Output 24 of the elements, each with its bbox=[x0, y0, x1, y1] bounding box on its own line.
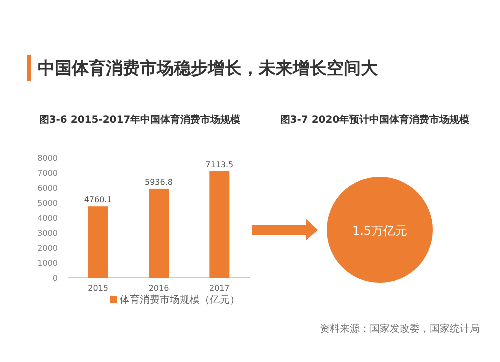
data-label: 5936.8 bbox=[145, 178, 173, 187]
data-label: 7113.5 bbox=[206, 160, 234, 170]
text: 图3-7 2020年预计中国体育消费市场规模 bbox=[280, 114, 471, 126]
y-tick-label: 4000 bbox=[38, 214, 58, 223]
text: 资料来源：国家发改委，国家统计局 bbox=[320, 323, 480, 335]
y-tick-label: 1000 bbox=[38, 259, 58, 268]
bar bbox=[210, 171, 230, 278]
y-tick-label: 3000 bbox=[38, 229, 58, 238]
y-tick-label: 8000 bbox=[38, 154, 58, 163]
y-tick-label: 5000 bbox=[38, 199, 58, 208]
y-tick-label: 0 bbox=[52, 274, 58, 283]
text: 中国体育消费市场稳步增长，未来增长空间大 bbox=[38, 58, 379, 79]
chart-title: 图3-6 2015-2017年中国体育消费市场规模 bbox=[39, 114, 242, 126]
y-tick-label: 7000 bbox=[38, 169, 58, 178]
y-tick-label: 6000 bbox=[38, 184, 58, 193]
x-tick-label: 2015 bbox=[88, 284, 109, 293]
x-tick-label: 2017 bbox=[209, 284, 230, 293]
y-tick-label: 2000 bbox=[38, 244, 58, 253]
legend-label: 体育消费市场规模（亿元） bbox=[120, 294, 240, 306]
bar bbox=[149, 188, 169, 278]
text: 1.5万亿元 bbox=[352, 224, 408, 238]
data-label: 4760.1 bbox=[84, 196, 112, 205]
x-tick-label: 2016 bbox=[148, 284, 170, 293]
bar bbox=[88, 206, 108, 278]
